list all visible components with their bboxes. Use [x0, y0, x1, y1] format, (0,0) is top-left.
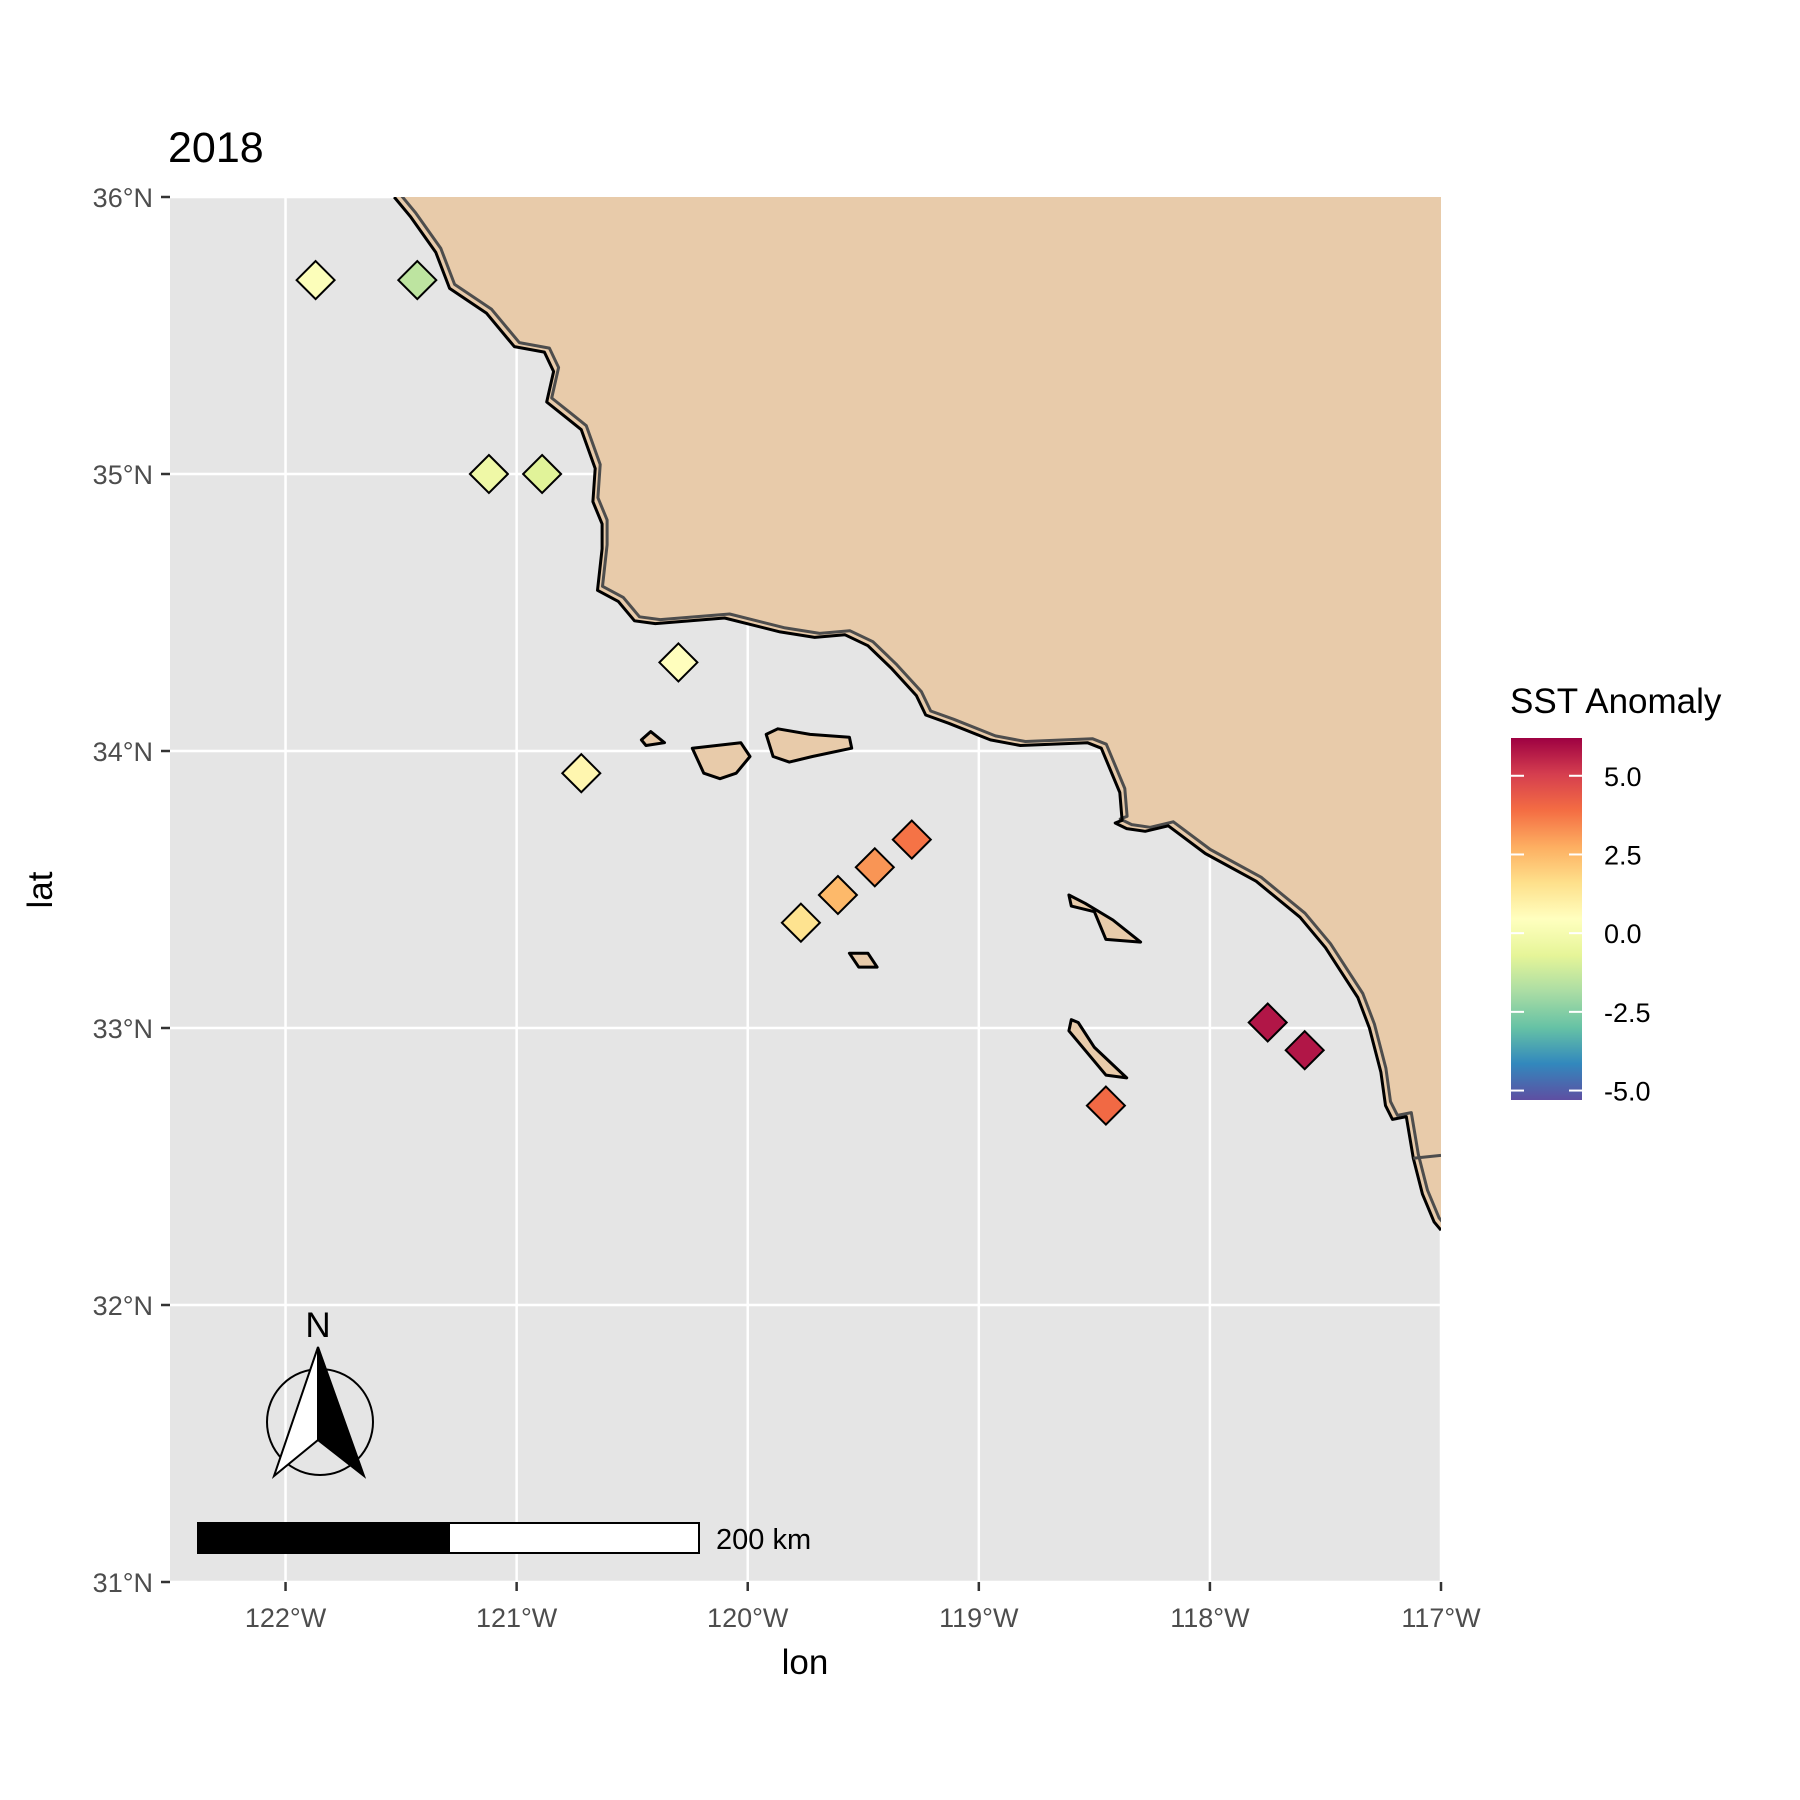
legend-label-0: 5.0 [1604, 762, 1642, 792]
x-axis-title: lon [782, 1643, 829, 1682]
island-1 [690, 741, 752, 781]
data-point-9 [891, 819, 933, 861]
data-point-10 [1085, 1085, 1127, 1127]
y-axis-title: lat [21, 871, 60, 908]
data-point-11 [1247, 1002, 1289, 1043]
data-points [295, 259, 1326, 1127]
scale-bar-label: 200 km [716, 1524, 811, 1556]
mainland [394, 197, 1441, 1231]
island-0 [639, 730, 666, 747]
color-legend: SST Anomaly 5.0 2.5 0.0 -2.5 -5.0 [1510, 682, 1722, 1107]
x-tick-label-5: 117°W [1401, 1603, 1481, 1633]
island-5 [1067, 1018, 1129, 1080]
legend-label-2: 0.0 [1604, 919, 1642, 949]
data-point-3 [521, 453, 563, 495]
coastline-shadow [400, 197, 1441, 1223]
plot-title: 2018 [168, 124, 264, 172]
y-tick-label-2: 33°N [93, 1014, 153, 1044]
north-arrow-label: N [305, 1306, 330, 1345]
scale-bar: 200 km [197, 1522, 811, 1556]
legend-label-1: 2.5 [1604, 840, 1642, 870]
data-point-1 [396, 259, 438, 301]
y-tick-label-0: 31°N [93, 1568, 153, 1598]
y-tick-label-5: 36°N [93, 183, 153, 213]
island-3 [847, 951, 879, 969]
legend-colorbar [1511, 738, 1582, 1100]
y-axis: 31°N 32°N 33°N 34°N 35°N 36°N [93, 183, 170, 1598]
legend-label-4: -5.0 [1604, 1077, 1651, 1107]
island-4 [1067, 893, 1143, 944]
data-point-6 [780, 902, 822, 944]
x-tick-label-3: 119°W [939, 1603, 1019, 1633]
data-point-0 [295, 259, 337, 301]
international-border [1413, 1153, 1441, 1160]
land-layer [393, 197, 1441, 1232]
north-arrow-right-half [317, 1346, 367, 1479]
y-tick-label-1: 32°N [93, 1291, 153, 1321]
y-tick-label-4: 35°N [93, 460, 153, 490]
north-arrow: N [266, 1306, 374, 1479]
x-tick-label-0: 122°W [245, 1603, 327, 1633]
coastline [393, 197, 1441, 1232]
island-2 [764, 727, 854, 764]
scale-bar-black-segment [197, 1522, 450, 1554]
x-tick-label-1: 121°W [476, 1603, 558, 1633]
data-point-12 [1284, 1029, 1326, 1071]
data-point-5 [560, 752, 602, 794]
legend-title: SST Anomaly [1510, 682, 1722, 721]
data-point-2 [468, 453, 510, 495]
x-axis: 122°W 121°W 120°W 119°W 118°W 117°W [245, 1582, 1481, 1633]
data-point-4 [657, 641, 699, 683]
data-point-7 [817, 874, 859, 916]
x-tick-label-2: 120°W [707, 1603, 789, 1633]
x-tick-label-4: 118°W [1170, 1603, 1250, 1633]
data-point-8 [854, 846, 896, 888]
legend-label-3: -2.5 [1604, 998, 1651, 1028]
scale-bar-white-segment [448, 1522, 700, 1554]
y-tick-label-3: 34°N [93, 737, 153, 767]
legend-ticks: 5.0 2.5 0.0 -2.5 -5.0 [1511, 762, 1651, 1107]
